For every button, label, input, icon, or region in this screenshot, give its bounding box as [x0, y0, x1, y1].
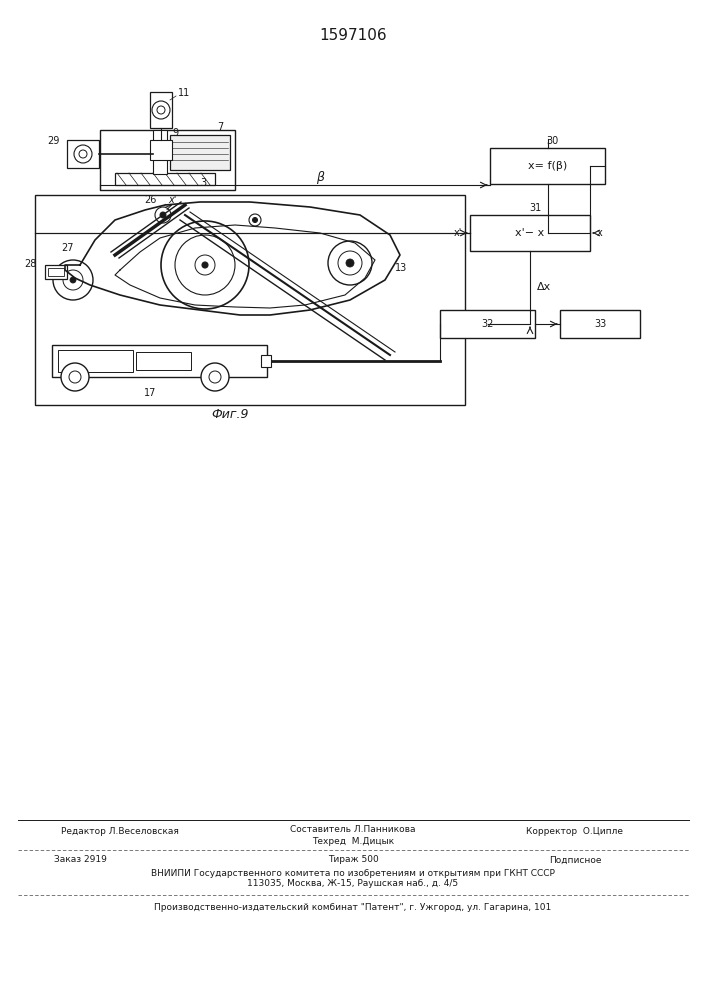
Text: Техред  М.Дицык: Техред М.Дицык: [312, 836, 394, 846]
Bar: [150, 140, 172, 160]
Text: x': x': [168, 195, 176, 205]
Circle shape: [328, 241, 372, 285]
Circle shape: [252, 218, 257, 223]
Text: Фиг.9: Фиг.9: [211, 408, 249, 422]
Circle shape: [61, 363, 89, 391]
Bar: [153, 130, 167, 174]
Bar: [470, 215, 590, 251]
Text: Тираж 500: Тираж 500: [327, 856, 378, 864]
Text: Подписное: Подписное: [549, 856, 601, 864]
Circle shape: [70, 277, 76, 283]
Circle shape: [161, 221, 249, 309]
Circle shape: [346, 259, 354, 267]
Text: x': x': [454, 228, 462, 238]
Circle shape: [79, 150, 87, 158]
Text: 9: 9: [172, 128, 178, 138]
Text: Δx: Δx: [537, 282, 551, 292]
Circle shape: [74, 145, 92, 163]
Bar: [100, 130, 235, 190]
Bar: [136, 352, 191, 370]
Text: Заказ 2919: Заказ 2919: [54, 856, 107, 864]
Text: β: β: [316, 170, 324, 184]
Circle shape: [175, 235, 235, 295]
Circle shape: [160, 212, 166, 218]
Text: 13: 13: [395, 263, 407, 273]
Text: 1597106: 1597106: [319, 27, 387, 42]
Text: Составитель Л.Панникова: Составитель Л.Панникова: [291, 826, 416, 834]
Bar: [52, 345, 267, 377]
Text: 28: 28: [25, 259, 37, 269]
Circle shape: [157, 106, 165, 114]
Circle shape: [338, 251, 362, 275]
Bar: [35, 195, 465, 405]
Text: Производственно-издательский комбинат "Патент", г. Ужгород, ул. Гагарина, 101: Производственно-издательский комбинат "П…: [154, 902, 551, 912]
Text: x= f(β): x= f(β): [528, 161, 567, 171]
Text: 26: 26: [144, 195, 156, 205]
Circle shape: [69, 371, 81, 383]
Circle shape: [53, 260, 93, 300]
Text: 31: 31: [529, 203, 541, 213]
Bar: [170, 135, 230, 170]
Bar: [440, 310, 535, 338]
Circle shape: [201, 363, 229, 391]
Text: Корректор  О.Ципле: Корректор О.Ципле: [527, 828, 624, 836]
Text: 11: 11: [178, 88, 190, 98]
Bar: [560, 310, 640, 338]
Text: x: x: [597, 228, 603, 238]
Circle shape: [249, 214, 261, 226]
Text: Редактор Л.Веселовская: Редактор Л.Веселовская: [61, 828, 179, 836]
Text: 17: 17: [144, 388, 156, 398]
Circle shape: [209, 371, 221, 383]
Circle shape: [195, 255, 215, 275]
Bar: [45, 265, 67, 279]
Text: 32: 32: [481, 319, 493, 329]
Text: 30: 30: [547, 136, 559, 146]
Bar: [490, 148, 605, 184]
Text: 113035, Москва, Ж-15, Раушская наб., д. 4/5: 113035, Москва, Ж-15, Раушская наб., д. …: [247, 880, 459, 888]
Text: 27: 27: [62, 243, 74, 253]
Bar: [150, 92, 172, 128]
Circle shape: [202, 262, 208, 268]
Circle shape: [63, 270, 83, 290]
Bar: [261, 355, 271, 367]
Text: 7: 7: [217, 122, 223, 132]
Bar: [115, 173, 215, 185]
Circle shape: [155, 207, 171, 223]
Bar: [58, 350, 133, 372]
Circle shape: [152, 101, 170, 119]
Text: 33: 33: [594, 319, 606, 329]
Text: ВНИИПИ Государственного комитета по изобретениям и открытиям при ГКНТ СССР: ВНИИПИ Государственного комитета по изоб…: [151, 868, 555, 878]
Text: x'− x: x'− x: [515, 228, 544, 238]
Bar: [48, 268, 64, 276]
Bar: [67, 140, 99, 168]
Text: 29: 29: [47, 136, 60, 146]
Text: 3: 3: [200, 178, 206, 188]
